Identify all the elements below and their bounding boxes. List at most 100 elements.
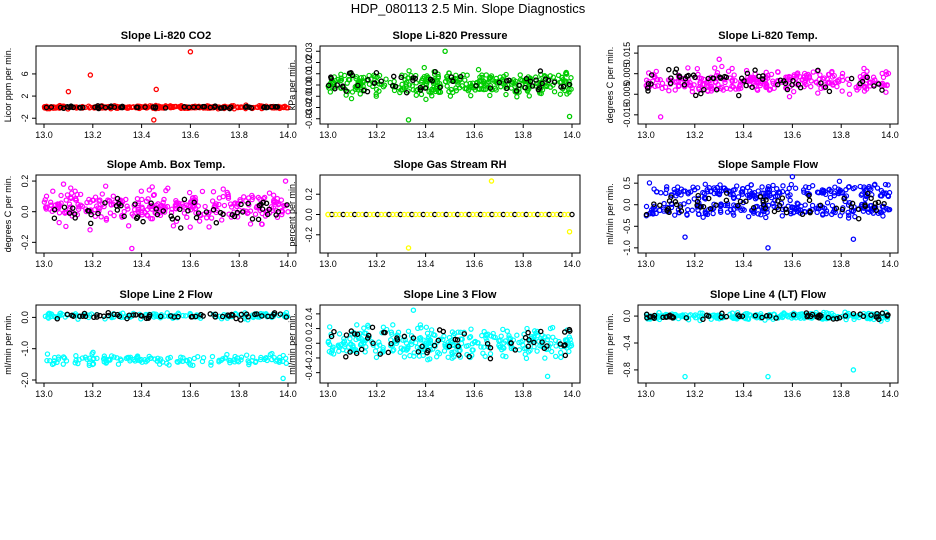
data-point-reference [207, 311, 213, 317]
data-point [674, 190, 681, 197]
x-tick-label: 13.4 [417, 130, 435, 140]
data-point [373, 93, 379, 99]
data-point [846, 212, 852, 218]
data-point [87, 199, 94, 205]
data-point-reference [760, 197, 766, 204]
figure-title: HDP_080113 2.5 Min. Slope Diagnostics [350, 1, 586, 16]
data-point [771, 85, 777, 91]
x-tick-label: 14.0 [279, 259, 297, 269]
data-point [95, 205, 101, 211]
data-point [58, 200, 64, 206]
data-point-reference [551, 79, 558, 85]
data-point-reference [174, 215, 181, 222]
data-point-reference [678, 208, 685, 214]
data-point [103, 217, 110, 223]
data-point-reference [88, 211, 94, 218]
data-point [64, 192, 71, 198]
data-point-reference [133, 104, 140, 111]
data-point-reference [684, 73, 690, 80]
data-point [361, 74, 367, 81]
data-point-reference [694, 198, 701, 205]
data-point [139, 196, 145, 203]
data-point-reference [648, 81, 654, 87]
data-point-reference [875, 81, 882, 87]
data-point-reference [118, 202, 124, 209]
data-point [872, 181, 878, 188]
data-point [860, 208, 867, 214]
data-point-reference [560, 83, 567, 90]
data-point [213, 201, 219, 207]
data-point-reference [427, 76, 434, 83]
data-point [731, 206, 737, 213]
data-point-reference [561, 329, 568, 335]
data-point-reference [868, 195, 874, 202]
y-tick-label: 0.0 [20, 205, 30, 218]
data-point-reference [389, 83, 396, 89]
data-point [689, 88, 696, 95]
data-point-reference [328, 75, 334, 82]
data-point [111, 212, 117, 219]
x-tick-label: 13.4 [133, 130, 151, 140]
data-point [63, 197, 69, 203]
data-point [727, 207, 734, 213]
data-point [453, 72, 459, 79]
data-point-reference [361, 87, 367, 94]
data-point-outlier [410, 307, 417, 313]
data-point [657, 207, 663, 214]
data-point [63, 223, 69, 230]
data-point [885, 192, 891, 199]
data-point [409, 83, 415, 89]
data-point [270, 192, 277, 198]
data-point-reference [57, 104, 64, 111]
data-point [326, 324, 333, 330]
data-point [220, 186, 226, 192]
data-point-reference [153, 206, 159, 212]
data-point [518, 76, 524, 83]
data-point [770, 80, 776, 86]
data-point [792, 206, 799, 213]
data-point [735, 194, 742, 200]
data-point-reference [71, 211, 78, 217]
data-point-reference [864, 74, 870, 81]
data-point-reference [114, 195, 121, 202]
data-point-reference [461, 331, 468, 337]
data-point [186, 189, 193, 196]
panel-3: Slope Li-820 Temp. degrees C per min. 13.0… [605, 30, 899, 140]
panel-title: Slope Li-820 CO2 [121, 30, 211, 42]
data-point [397, 349, 403, 355]
data-point [373, 86, 380, 93]
data-point-reference [87, 220, 94, 227]
data-point-reference [795, 81, 802, 88]
data-point [694, 185, 701, 191]
data-point [839, 189, 846, 196]
data-point [455, 79, 461, 85]
data-point [255, 194, 262, 201]
data-point [406, 82, 413, 88]
data-point [208, 359, 214, 365]
data-point [478, 344, 484, 350]
x-tick-label: 13.8 [514, 130, 532, 140]
x-tick-label: 13.4 [417, 259, 435, 269]
data-point-reference [782, 80, 789, 87]
data-point [551, 89, 558, 95]
data-point [77, 202, 84, 208]
data-point-reference [743, 198, 749, 205]
data-point [206, 224, 212, 230]
y-tick-label: -0.01 [304, 86, 314, 107]
data-point [874, 185, 881, 191]
data-point-reference [237, 317, 244, 323]
data-point-reference [169, 216, 176, 222]
data-point-outlier [151, 117, 157, 123]
data-point [839, 88, 845, 94]
data-point-reference [698, 90, 704, 97]
data-point [829, 202, 836, 209]
data-point [755, 211, 761, 217]
data-point-reference [417, 84, 424, 91]
data-point [50, 104, 57, 110]
x-tick-label: 13.6 [182, 259, 200, 269]
data-point [266, 190, 273, 196]
y-tick-label: -0.005 [622, 81, 632, 107]
data-point [380, 83, 387, 90]
data-point [208, 362, 214, 368]
data-point [689, 207, 695, 213]
